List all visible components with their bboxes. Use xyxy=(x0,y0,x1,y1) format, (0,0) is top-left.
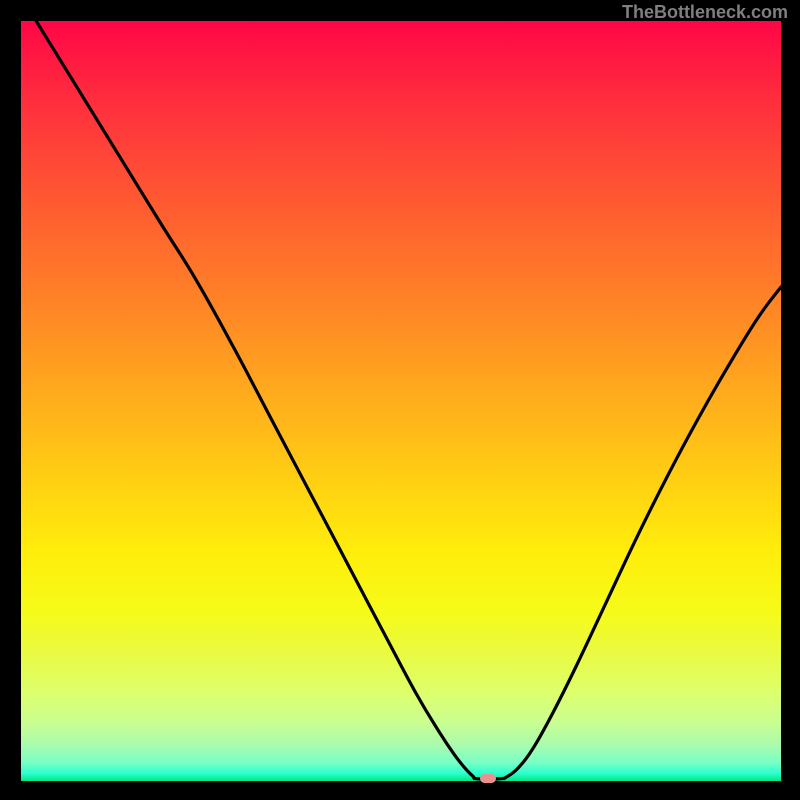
optimum-marker xyxy=(480,774,496,783)
bottleneck-curve xyxy=(21,21,781,781)
attribution-label: TheBottleneck.com xyxy=(622,2,788,23)
bottleneck-chart: TheBottleneck.com xyxy=(0,0,800,800)
plot-area xyxy=(21,21,781,781)
